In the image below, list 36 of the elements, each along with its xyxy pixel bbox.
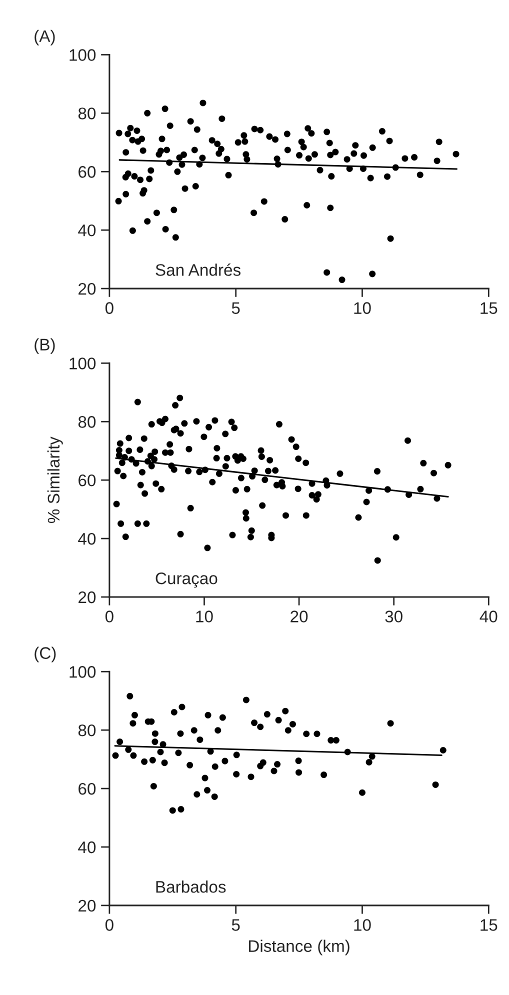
y-tick-label: 60 [78, 782, 96, 795]
x-tick-label: 10 [196, 610, 213, 622]
x-tick-label: 10 [354, 919, 371, 931]
chart-title: (A) [34, 30, 55, 46]
chart-title: (C) [34, 646, 56, 662]
x-axis-title: Distance (km) [249, 940, 350, 956]
x-tick-label: 10 [354, 302, 371, 314]
y-tick-label: 40 [78, 841, 96, 854]
x-tick-label: 15 [480, 302, 498, 314]
y-tick-label: 40 [78, 224, 96, 236]
y-tick-label: 60 [78, 166, 96, 178]
y-tick-label: 20 [78, 591, 96, 604]
chart-title: (B) [34, 338, 55, 354]
x-tick-label: 15 [480, 919, 498, 931]
annotation: San Andrés [156, 263, 241, 276]
y-tick-label: 20 [78, 282, 96, 295]
x-tick-label: 0 [105, 302, 114, 314]
y-tick-label: 80 [78, 724, 96, 736]
y-tick-label: 100 [70, 358, 96, 370]
y-tick-label: 60 [78, 474, 96, 486]
y-tick-label: 80 [78, 108, 96, 120]
y-axis-title: % Similarity [47, 436, 63, 524]
x-tick-label: 5 [232, 302, 240, 314]
x-tick-label: 30 [385, 610, 402, 622]
x-tick-label: 20 [290, 610, 308, 622]
x-tick-label: 40 [480, 610, 498, 622]
x-tick-label: 5 [232, 919, 240, 931]
x-tick-label: 0 [105, 610, 114, 622]
x-tick-label: 0 [105, 919, 114, 931]
y-tick-label: 100 [70, 666, 96, 678]
y-tick-label: 20 [78, 900, 96, 912]
y-tick-label: 80 [78, 416, 96, 428]
annotation: Barbados [156, 880, 226, 893]
annotation: Curaçao [156, 572, 218, 588]
y-tick-label: 40 [78, 532, 96, 545]
y-tick-label: 100 [70, 49, 96, 61]
